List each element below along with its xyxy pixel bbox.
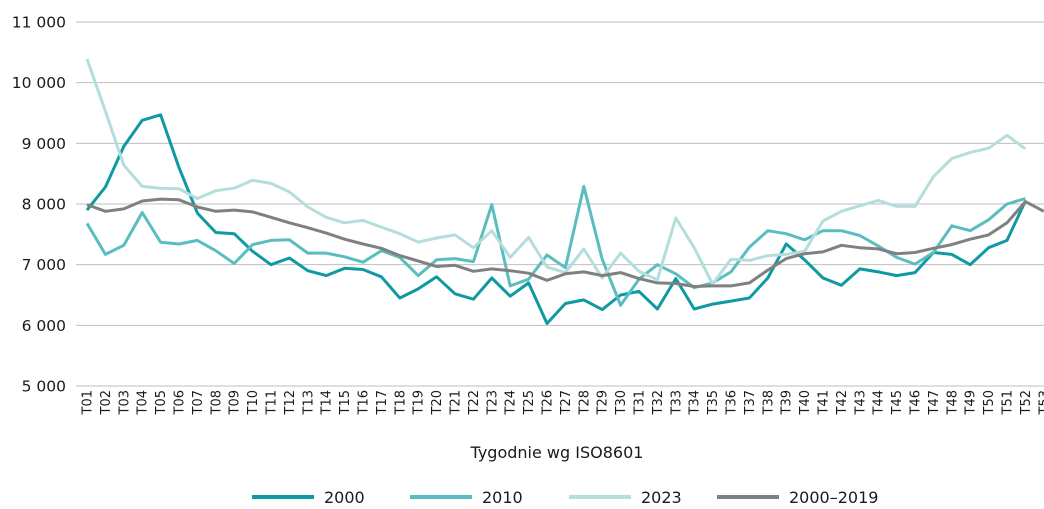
- legend-label: 2023: [641, 488, 682, 507]
- x-tick-label: T33: [669, 390, 684, 415]
- x-axis-ticks: T01 T02 T03 T04 T05 T06 T07 T08 T09 T10 T11 T12 T13 T…: [81, 390, 1044, 415]
- x-tick-label: T11: [265, 390, 280, 415]
- legend-label: 2010: [482, 488, 523, 507]
- x-tick-label: T38: [761, 390, 776, 415]
- x-tick-label: T10: [246, 390, 261, 415]
- x-tick-label: T16: [357, 390, 372, 415]
- x-tick-label: T46: [909, 390, 924, 415]
- gridlines: [76, 21, 1044, 387]
- x-tick-label: T28: [577, 390, 592, 415]
- x-tick-label: T15: [338, 390, 353, 415]
- x-tick-label: T29: [596, 390, 611, 415]
- y-axis-ticks: 5 000 6 000 7 000 8 000 9 000 10 000 11 000: [12, 14, 66, 396]
- legend-label: 2000–2019: [789, 488, 878, 507]
- series-line-2000-2019: [86, 197, 1044, 288]
- x-tick-label: T05: [154, 390, 169, 415]
- legend-label: 2000: [324, 488, 365, 507]
- x-tick-label: T17: [375, 390, 390, 415]
- x-tick-label: T52: [1019, 390, 1034, 415]
- x-tick-label: T51: [1001, 390, 1016, 415]
- x-tick-label: T03: [117, 390, 132, 415]
- y-tick-label: 5 000: [22, 378, 66, 396]
- y-tick-label: 11 000: [12, 14, 66, 32]
- x-tick-label: T13: [301, 390, 316, 415]
- x-tick-label: T49: [964, 390, 979, 415]
- x-tick-label: T34: [688, 390, 703, 415]
- x-tick-label: T48: [945, 390, 960, 415]
- x-tick-label: T24: [504, 390, 519, 415]
- series-lines: [85, 58, 1044, 325]
- x-tick-label: T41: [817, 390, 832, 415]
- x-tick-label: T45: [890, 390, 905, 415]
- x-tick-label: T30: [614, 390, 629, 415]
- series-line-2010: [85, 184, 1026, 307]
- x-tick-label: T36: [725, 390, 740, 415]
- x-tick-label: T02: [99, 390, 114, 415]
- y-tick-label: 8 000: [22, 196, 66, 214]
- x-tick-label: T31: [633, 390, 648, 415]
- x-tick-label: T23: [485, 390, 500, 415]
- x-tick-label: T14: [320, 390, 335, 415]
- x-tick-label: T42: [835, 390, 850, 415]
- y-tick-label: 6 000: [22, 317, 66, 335]
- x-tick-label: T47: [927, 390, 942, 415]
- x-tick-label: T53: [1037, 390, 1044, 415]
- x-tick-label: T44: [872, 390, 887, 415]
- x-tick-label: T08: [209, 390, 224, 415]
- y-tick-label: 10 000: [12, 74, 66, 92]
- x-tick-label: T27: [559, 390, 574, 415]
- x-tick-label: T07: [191, 390, 206, 415]
- y-tick-label: 7 000: [22, 256, 66, 274]
- x-tick-label: T21: [449, 390, 464, 415]
- x-tick-label: T18: [393, 390, 408, 415]
- x-tick-label: T06: [173, 390, 188, 415]
- x-tick-label: T43: [853, 390, 868, 415]
- x-tick-label: T32: [651, 390, 666, 415]
- x-tick-label: T39: [780, 390, 795, 415]
- legend: 2000 2010 2023 2000–2019: [252, 488, 878, 507]
- x-tick-label: T50: [982, 390, 997, 415]
- x-tick-label: T22: [467, 390, 482, 415]
- x-tick-label: T37: [743, 390, 758, 415]
- x-axis-title: Tygodnie wg ISO8601: [470, 443, 644, 462]
- x-tick-label: T09: [228, 390, 243, 415]
- x-tick-label: T20: [430, 390, 445, 415]
- x-tick-label: T25: [522, 390, 537, 415]
- x-tick-label: T40: [798, 390, 813, 415]
- y-tick-label: 9 000: [22, 135, 66, 153]
- series-line-2000: [85, 113, 1027, 325]
- x-tick-label: T04: [136, 390, 151, 415]
- x-tick-label: T12: [283, 390, 298, 415]
- x-tick-label: T26: [541, 390, 556, 415]
- x-tick-label: T35: [706, 390, 721, 415]
- x-tick-label: T01: [81, 390, 96, 415]
- x-tick-label: T19: [412, 390, 427, 415]
- series-line-2023: [85, 58, 1027, 286]
